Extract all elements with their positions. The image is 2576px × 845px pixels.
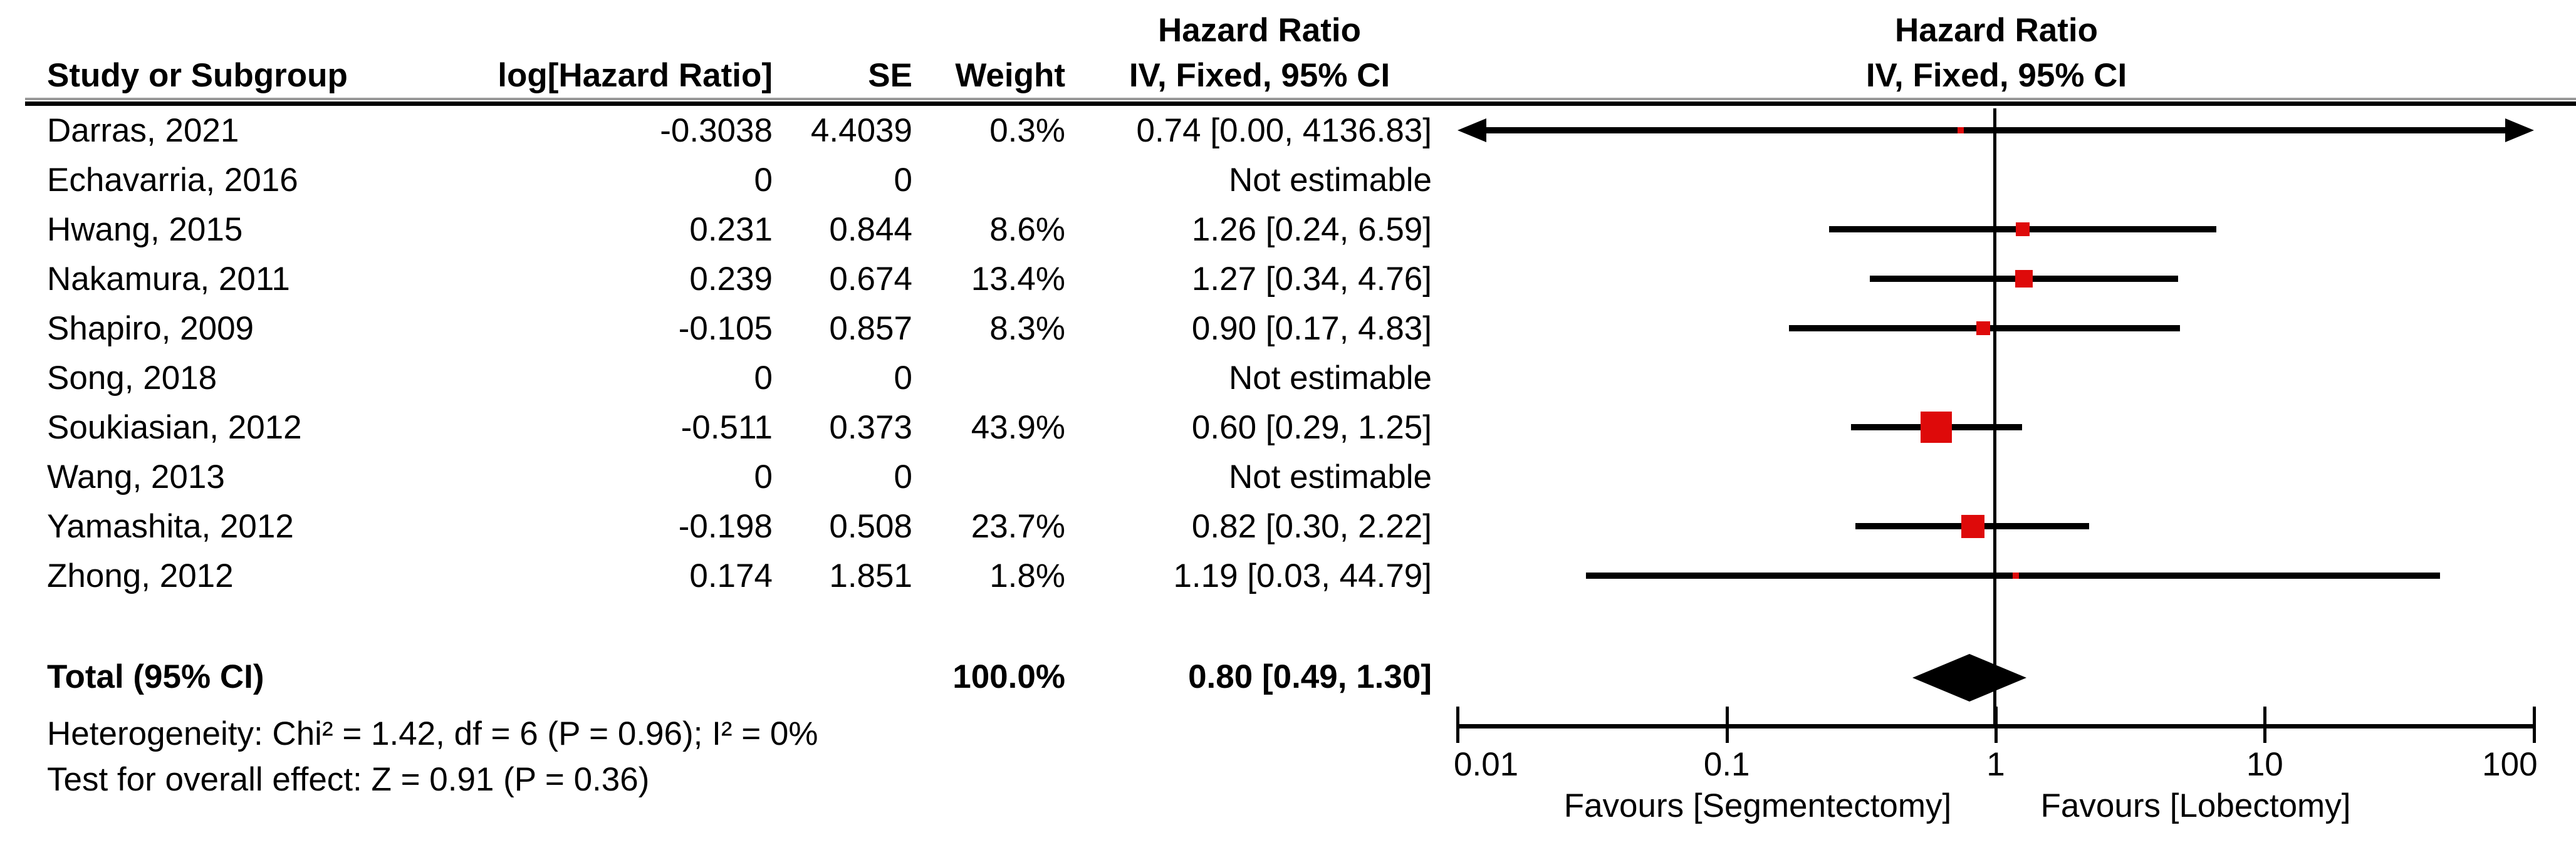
study-label: Zhong, 2012 [47, 557, 234, 594]
weight-value: 8.6% [989, 211, 1065, 248]
ci-value: 0.90 [0.17, 4.83] [1191, 310, 1432, 347]
heterogeneity-text: Heterogeneity: Chi² = 1.42, df = 6 (P = … [47, 715, 818, 752]
header-rule-gray [25, 98, 2576, 100]
effect-marker [2013, 573, 2019, 579]
ci-value: Not estimable [1228, 162, 1432, 199]
loghr-column-header: log[Hazard Ratio] [498, 57, 773, 94]
table-row: Yamashita, 2012 -0.198 0.508 23.7% 0.82 … [0, 502, 1447, 551]
effect-marker [1921, 412, 1952, 443]
ci-arrow-right [2505, 118, 2534, 142]
loghr-value: -0.105 [678, 310, 773, 347]
axis-tick [1456, 707, 1460, 743]
overall-effect-text: Test for overall effect: Z = 0.91 (P = 0… [47, 761, 650, 798]
axis-tick-label: 100 [2482, 746, 2538, 783]
ci-value: Not estimable [1228, 360, 1432, 397]
se-value: 0 [894, 459, 912, 495]
effect-marker [1958, 127, 1964, 133]
table-effect-header-line1: Hazard Ratio [1158, 12, 1361, 49]
ci-value: 0.82 [0.30, 2.22] [1191, 508, 1432, 545]
favours-left-label: Favours [Segmentectomy] [1563, 787, 1952, 824]
table-row: Song, 2018 0 0 Not estimable [0, 353, 1447, 403]
weight-value: 43.9% [971, 409, 1065, 446]
table-row: Nakamura, 2011 0.239 0.674 13.4% 1.27 [0… [0, 254, 1447, 304]
loghr-value: -0.3038 [660, 112, 773, 149]
table-row: Wang, 2013 0 0 Not estimable [0, 452, 1447, 502]
axis-tick [1995, 707, 1998, 743]
study-label: Shapiro, 2009 [47, 310, 254, 347]
se-column-header: SE [868, 57, 912, 94]
ci-value: 1.27 [0.34, 4.76] [1191, 261, 1432, 298]
ci-value: Not estimable [1228, 459, 1432, 495]
loghr-value: 0 [754, 459, 773, 495]
loghr-value: 0.174 [689, 557, 773, 594]
se-value: 0.508 [829, 508, 912, 545]
table-row: Zhong, 2012 0.174 1.851 1.8% 1.19 [0.03,… [0, 551, 1447, 601]
weight-value: 23.7% [971, 508, 1065, 545]
study-label: Nakamura, 2011 [47, 261, 290, 298]
no-effect-line [1993, 108, 1996, 725]
study-label: Hwang, 2015 [47, 211, 243, 248]
study-column-header: Study or Subgroup [47, 57, 348, 94]
effect-marker [1961, 515, 1984, 538]
table-row: Darras, 2021 -0.3038 4.4039 0.3% 0.74 [0… [0, 106, 1447, 155]
weight-value: 8.3% [989, 310, 1065, 347]
total-row: Total (95% CI) 100.0% 0.80 [0.49, 1.30] [0, 652, 1447, 702]
header-rule-black [25, 101, 2576, 106]
effect-marker [2015, 270, 2033, 288]
ci-value: 0.74 [0.00, 4136.83] [1136, 112, 1432, 149]
total-diamond [1912, 654, 2026, 702]
ci-value: 1.19 [0.03, 44.79] [1173, 557, 1432, 594]
se-value: 0 [894, 162, 912, 199]
loghr-value: 0 [754, 162, 773, 199]
table-effect-header-line2: IV, Fixed, 95% CI [1129, 57, 1390, 94]
loghr-value: -0.511 [681, 409, 773, 446]
se-value: 4.4039 [810, 112, 912, 149]
axis-tick [2263, 707, 2267, 743]
study-label: Echavarria, 2016 [47, 162, 298, 199]
total-label: Total (95% CI) [47, 658, 264, 695]
axis-tick-label: 0.01 [1454, 746, 1519, 783]
ci-value: 1.26 [0.24, 6.59] [1191, 211, 1432, 248]
table-row: Echavarria, 2016 0 0 Not estimable [0, 155, 1447, 205]
loghr-value: -0.198 [678, 508, 773, 545]
weight-value: 13.4% [971, 261, 1065, 298]
axis-tick [1725, 707, 1729, 743]
weight-column-header: Weight [955, 57, 1065, 94]
effect-marker [2016, 222, 2030, 236]
axis-tick-label: 0.1 [1703, 746, 1750, 783]
study-label: Yamashita, 2012 [47, 508, 294, 545]
study-label: Wang, 2013 [47, 459, 225, 495]
se-value: 0.373 [829, 409, 912, 446]
plot-effect-header-line2: IV, Fixed, 95% CI [1865, 57, 2127, 94]
total-weight: 100.0% [952, 658, 1065, 695]
loghr-value: 0.231 [689, 211, 773, 248]
study-label: Darras, 2021 [47, 112, 239, 149]
weight-value: 0.3% [989, 112, 1065, 149]
effect-marker [1976, 321, 1990, 335]
ci-arrow-left [1457, 118, 1486, 142]
favours-right-label: Favours [Lobectomy] [2040, 787, 2351, 824]
axis-tick [2532, 707, 2536, 743]
study-label: Song, 2018 [47, 360, 217, 397]
study-label: Soukiasian, 2012 [47, 409, 302, 446]
se-value: 1.851 [829, 557, 912, 594]
table-row: Shapiro, 2009 -0.105 0.857 8.3% 0.90 [0.… [0, 304, 1447, 353]
table-row: Soukiasian, 2012 -0.511 0.373 43.9% 0.60… [0, 403, 1447, 452]
se-value: 0.857 [829, 310, 912, 347]
axis-tick-label: 10 [2246, 746, 2283, 783]
se-value: 0.844 [829, 211, 912, 248]
loghr-value: 0 [754, 360, 773, 397]
total-ci: 0.80 [0.49, 1.30] [1188, 658, 1432, 695]
weight-value: 1.8% [989, 557, 1065, 594]
table-row: Hwang, 2015 0.231 0.844 8.6% 1.26 [0.24,… [0, 205, 1447, 254]
plot-effect-header-line1: Hazard Ratio [1895, 12, 2098, 49]
se-value: 0.674 [829, 261, 912, 298]
ci-value: 0.60 [0.29, 1.25] [1191, 409, 1432, 446]
loghr-value: 0.239 [689, 261, 773, 298]
se-value: 0 [894, 360, 912, 397]
axis-tick-label: 1 [1986, 746, 2005, 783]
ci-line [1483, 127, 2509, 133]
